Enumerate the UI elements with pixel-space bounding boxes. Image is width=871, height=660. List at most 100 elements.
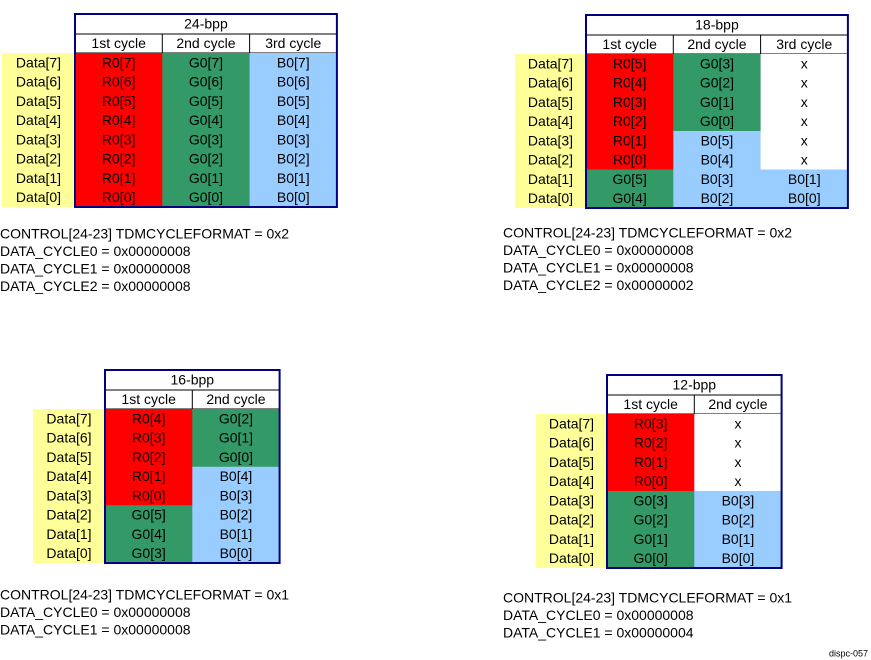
cell-text: R0[4] — [102, 112, 135, 128]
cell — [607, 414, 695, 434]
table-border — [104, 369, 281, 564]
cell — [162, 72, 251, 92]
cell — [75, 91, 163, 112]
cell — [249, 53, 338, 73]
cell-text: R0[4] — [613, 75, 646, 91]
config-line: CONTROL[24-23] TDMCYCLEFORMAT = 0x2 — [503, 225, 792, 241]
cell — [607, 491, 695, 511]
cell — [607, 510, 695, 530]
cell — [760, 169, 849, 190]
cell-text: B0[2] — [277, 151, 310, 167]
table-title: 24-bpp — [184, 16, 228, 32]
row-label: Data[6] — [528, 75, 573, 91]
cell-text: x — [801, 152, 808, 168]
cell — [249, 130, 338, 150]
cell-text: B0[1] — [788, 171, 821, 187]
cell — [694, 510, 783, 530]
cell — [694, 433, 783, 453]
config-line: DATA_CYCLE1 = 0x00000008 — [0, 622, 191, 638]
label-bg — [515, 54, 586, 208]
cell-text: R0[1] — [102, 170, 135, 186]
cell — [586, 150, 674, 170]
row-label: Data[2] — [16, 151, 61, 167]
cell — [249, 149, 338, 169]
row-label: Data[4] — [16, 112, 61, 128]
cell-text: B0[2] — [701, 190, 734, 206]
cell-text: B0[0] — [220, 545, 253, 561]
cell — [249, 187, 338, 208]
cell-text: R0[3] — [634, 415, 667, 431]
cell — [105, 466, 193, 487]
row-label: Data[1] — [528, 171, 573, 187]
row-label: Data[4] — [528, 113, 573, 129]
cell — [586, 111, 674, 132]
cell-text: R0[5] — [613, 55, 646, 71]
cell — [192, 543, 281, 564]
cell — [162, 187, 251, 208]
row-label: Data[7] — [528, 55, 573, 71]
column-header: 2nd cycle — [708, 396, 767, 412]
cell-text: x — [801, 75, 808, 91]
cell-text: R0[0] — [102, 189, 135, 205]
cell-text: B0[0] — [788, 190, 821, 206]
column-header: 1st cycle — [602, 36, 657, 52]
cell-text: G0[5] — [132, 507, 166, 523]
row-label: Data[4] — [46, 468, 91, 484]
cell — [673, 73, 762, 93]
cell-text: G0[3] — [189, 131, 223, 147]
cell — [673, 131, 762, 151]
cell — [607, 529, 695, 550]
cell-text: B0[3] — [277, 131, 310, 147]
cell-text: R0[0] — [132, 487, 165, 503]
row-label: Data[4] — [549, 473, 594, 489]
cell — [192, 447, 281, 468]
table-title: 16-bpp — [171, 372, 215, 388]
cell-text: B0[3] — [722, 492, 755, 508]
cell — [694, 491, 783, 511]
cell-text: R0[2] — [102, 151, 135, 167]
cell — [105, 428, 193, 448]
config-line: DATA_CYCLE0 = 0x00000008 — [0, 604, 191, 620]
cell — [607, 452, 695, 473]
column-header: 1st cycle — [623, 396, 678, 412]
cell-text: B0[4] — [220, 468, 253, 484]
row-label: Data[3] — [16, 131, 61, 147]
cell-text: R0[1] — [132, 468, 165, 484]
cell — [192, 524, 281, 545]
row-label: Data[0] — [46, 545, 91, 561]
config-line: DATA_CYCLE0 = 0x00000008 — [503, 242, 694, 258]
cell-text: G0[2] — [700, 75, 734, 91]
cell — [105, 505, 193, 525]
row-label: Data[2] — [46, 507, 91, 523]
cell-text: B0[1] — [220, 526, 253, 542]
cell — [694, 414, 783, 434]
cell — [162, 110, 251, 131]
cell-text: B0[0] — [722, 550, 755, 566]
cell — [249, 110, 338, 131]
cell-text: B0[5] — [701, 132, 734, 148]
config-line: DATA_CYCLE1 = 0x00000008 — [0, 261, 191, 277]
cell — [105, 543, 193, 564]
cell — [760, 73, 849, 93]
cell — [75, 72, 163, 92]
cell — [673, 111, 762, 132]
cell-text: G0[2] — [219, 410, 253, 426]
cell-text: R0[3] — [132, 430, 165, 446]
cell — [162, 91, 251, 112]
cell-text: G0[3] — [700, 55, 734, 71]
cell-text: B0[5] — [277, 93, 310, 109]
row-label: Data[7] — [16, 54, 61, 70]
cell-text: G0[2] — [634, 512, 668, 528]
cell-text: R0[0] — [634, 473, 667, 489]
cell-text: G0[0] — [189, 189, 223, 205]
cell-text: x — [734, 435, 741, 451]
row-label: Data[2] — [549, 512, 594, 528]
table-border — [606, 374, 783, 569]
cell-text: R0[2] — [132, 449, 165, 465]
cell — [673, 188, 762, 209]
cell — [760, 111, 849, 132]
cell-text: R0[3] — [613, 94, 646, 110]
cell — [105, 524, 193, 545]
cell — [75, 110, 163, 131]
